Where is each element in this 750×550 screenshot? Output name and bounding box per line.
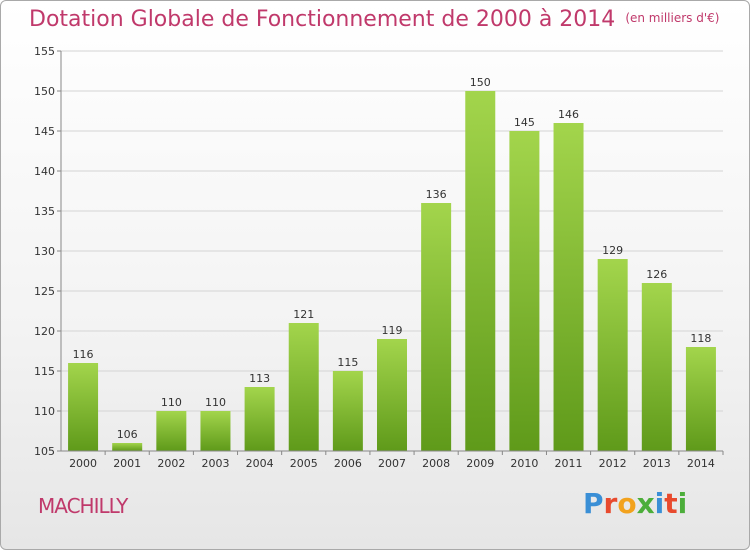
x-tick-label: 2008 <box>422 457 450 470</box>
bar <box>685 347 716 451</box>
y-tick-label: 155 <box>34 45 55 58</box>
y-axis-ticks: 105 110 115 120 125 130 135 140 145 150 155 <box>34 45 61 458</box>
logo-letter: r <box>603 487 618 520</box>
x-axis-ticks: 2000 2001 2002 2003 2004 2005 2006 2007 2008 2009… <box>69 451 724 470</box>
x-tick-label: 2000 <box>69 457 97 470</box>
data-label: 129 <box>602 244 623 257</box>
chart-title: Dotation Globale de Fonctionnement de 20… <box>29 7 719 32</box>
data-label: 126 <box>646 268 667 281</box>
y-tick-label: 130 <box>34 245 55 258</box>
x-tick-label: 2010 <box>510 457 538 470</box>
x-tick-label: 2013 <box>643 457 671 470</box>
data-label: 145 <box>514 116 535 129</box>
bar <box>641 283 672 451</box>
x-tick-label: 2007 <box>378 457 406 470</box>
logo-letter: o <box>617 487 637 520</box>
x-tick-label: 2005 <box>290 457 318 470</box>
x-tick-label: 2006 <box>334 457 362 470</box>
bar <box>244 387 275 451</box>
data-labels: 116 106 110 110 113 121 115 119 136 150 145 146 129 1… <box>73 76 712 441</box>
bar <box>509 131 540 451</box>
bar <box>200 411 231 451</box>
data-label: 146 <box>558 108 579 121</box>
bar <box>288 323 319 451</box>
data-label: 113 <box>249 372 270 385</box>
x-tick-label: 2004 <box>246 457 274 470</box>
commune-name: MACHILLY <box>38 494 128 518</box>
data-label: 115 <box>337 356 358 369</box>
logo-letter: i <box>654 487 665 520</box>
data-label: 106 <box>117 428 138 441</box>
logo-letter: P <box>583 487 604 520</box>
bar <box>421 203 452 451</box>
y-tick-label: 115 <box>34 365 55 378</box>
y-tick-label: 140 <box>34 165 55 178</box>
data-label: 119 <box>382 324 403 337</box>
bar <box>553 123 584 451</box>
logo-letter: t <box>664 487 678 520</box>
bar <box>332 371 363 451</box>
x-tick-label: 2014 <box>687 457 715 470</box>
data-label: 110 <box>205 396 226 409</box>
y-tick-label: 125 <box>34 285 55 298</box>
data-label: 116 <box>73 348 94 361</box>
y-tick-label: 120 <box>34 325 55 338</box>
chart-unit: (en milliers d'€) <box>625 11 720 25</box>
y-tick-label: 145 <box>34 125 55 138</box>
data-label: 150 <box>470 76 491 89</box>
x-tick-label: 2011 <box>555 457 583 470</box>
data-label: 136 <box>426 188 447 201</box>
x-tick-label: 2001 <box>113 457 141 470</box>
bar <box>68 363 99 451</box>
logo-letter: i <box>677 487 688 520</box>
y-tick-label: 110 <box>34 405 55 418</box>
x-tick-label: 2003 <box>201 457 229 470</box>
data-label: 121 <box>293 308 314 321</box>
logo-letter: x <box>636 487 655 520</box>
bar <box>597 259 628 451</box>
proxiti-logo: Proxiti <box>583 487 687 520</box>
x-tick-label: 2002 <box>157 457 185 470</box>
y-tick-label: 135 <box>34 205 55 218</box>
x-tick-label: 2012 <box>599 457 627 470</box>
bar <box>156 411 187 451</box>
data-label: 110 <box>161 396 182 409</box>
x-tick-label: 2009 <box>466 457 494 470</box>
chart-title-text: Dotation Globale de Fonctionnement de 20… <box>29 7 616 32</box>
y-tick-label: 150 <box>34 85 55 98</box>
bar <box>465 91 496 451</box>
bar <box>377 339 407 451</box>
bar <box>112 443 143 451</box>
y-tick-label: 105 <box>34 445 55 458</box>
bars <box>68 91 716 451</box>
data-label: 118 <box>690 332 711 345</box>
